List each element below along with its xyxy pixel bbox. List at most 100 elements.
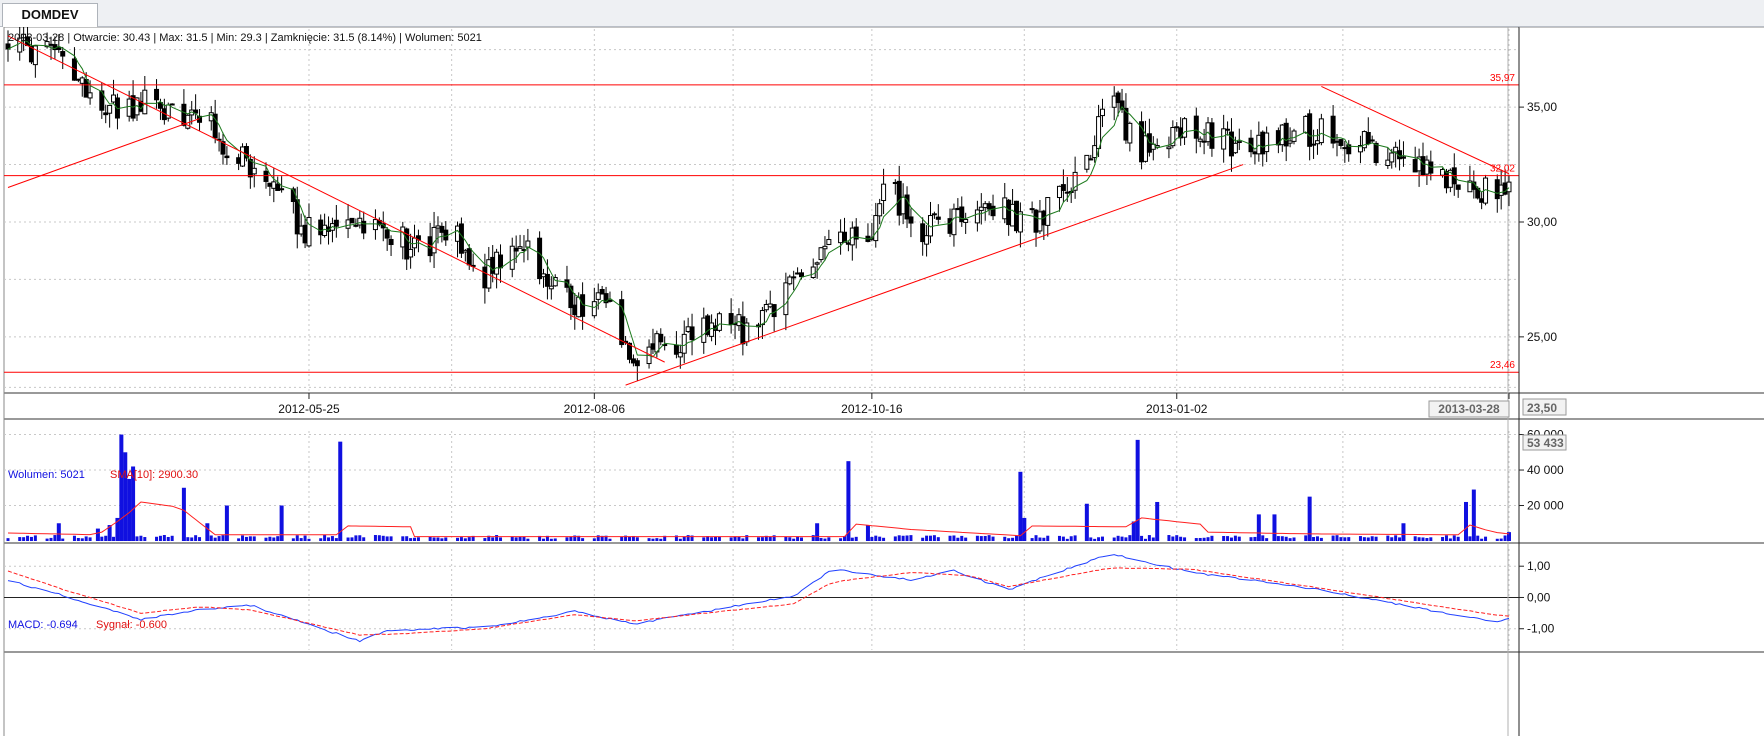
candle — [1119, 88, 1125, 113]
candle — [517, 234, 523, 249]
trendline — [7, 35, 665, 363]
candle-body-down — [920, 223, 926, 243]
candle — [1393, 141, 1399, 168]
candle — [826, 229, 832, 246]
volume-bar — [190, 537, 194, 541]
candle — [455, 221, 461, 258]
volume-bar — [784, 536, 788, 541]
candle — [142, 76, 148, 115]
volume-bar — [1358, 536, 1362, 541]
candle-body-down — [1006, 199, 1012, 226]
candle — [498, 244, 504, 283]
candle-body-up — [1389, 152, 1395, 163]
volume-bar — [95, 528, 100, 541]
candle — [357, 210, 363, 229]
stock-chart[interactable]: 35,97 32,02 23,46 35,00 30,00 25,00 23,50 2012… — [0, 27, 1764, 736]
candle — [607, 291, 613, 303]
candle-body-down — [572, 304, 578, 316]
volume-bar — [1335, 535, 1339, 541]
volume-bar — [542, 538, 546, 541]
volume-bar — [870, 536, 874, 541]
volume-bar — [1140, 535, 1144, 541]
volume-bar — [471, 535, 475, 541]
candle — [619, 290, 625, 348]
candle — [1174, 122, 1180, 132]
volume-bar — [768, 536, 772, 541]
volume-bar — [686, 535, 690, 541]
volume-bar — [948, 535, 952, 541]
candle — [1252, 150, 1258, 165]
volume-bar — [577, 535, 581, 541]
volume-bar — [952, 535, 956, 541]
volume-bar — [354, 535, 358, 541]
level-label: 35,97 — [1490, 73, 1515, 84]
volume-bar — [459, 537, 463, 541]
candle-body-down — [740, 316, 746, 345]
candle — [372, 209, 378, 240]
volume-bar — [1124, 537, 1128, 541]
volume-bar — [569, 536, 573, 541]
candle — [810, 258, 816, 279]
volume-bar — [413, 537, 417, 541]
candle-body-up — [1127, 122, 1133, 144]
candle — [1127, 121, 1133, 152]
macd-axis-label: 1,00 — [1527, 559, 1551, 573]
candle — [1307, 109, 1313, 161]
volume-bar — [6, 538, 10, 541]
volume-bar — [456, 537, 460, 541]
candle-body-up — [877, 203, 883, 217]
candle — [1139, 111, 1145, 170]
candle-body-up — [548, 285, 554, 290]
candle-body-up — [1264, 132, 1270, 153]
volume-bar — [213, 537, 217, 541]
volume-bar — [729, 537, 733, 541]
tab-domdev[interactable]: DOMDEV — [2, 3, 98, 27]
volume-bar — [112, 536, 116, 541]
volume-bar — [1292, 537, 1296, 541]
candle-body-down — [537, 237, 543, 280]
candle — [873, 202, 879, 248]
candle-body-down — [458, 223, 464, 254]
trendline — [7, 118, 200, 188]
volume-bar — [115, 517, 120, 541]
volume-bar — [61, 538, 65, 541]
volume-bar — [1046, 535, 1050, 541]
macd-axis-label: 0,00 — [1527, 590, 1551, 604]
candle — [1060, 169, 1066, 203]
volume-bar — [741, 538, 745, 541]
volume-bar — [1401, 523, 1406, 541]
candle-body-down — [1400, 156, 1406, 159]
candle — [1182, 117, 1188, 145]
candle — [509, 237, 515, 278]
candle — [1416, 148, 1422, 187]
candle-body-down — [263, 170, 269, 182]
volume-bar — [291, 538, 295, 541]
volume-bar — [1444, 535, 1448, 541]
candle-body-down — [247, 158, 253, 178]
candle-body-down — [544, 273, 550, 287]
candle — [154, 79, 160, 109]
candle-body-up — [1279, 124, 1285, 146]
candle — [865, 223, 871, 243]
candle — [1045, 197, 1051, 237]
volume-bar — [1347, 537, 1351, 541]
candle — [56, 34, 62, 53]
candle — [388, 235, 394, 257]
volume-bar — [346, 537, 350, 541]
candle — [470, 253, 476, 272]
candle-body-down — [181, 103, 187, 126]
candle-body-down — [1088, 158, 1094, 161]
candle — [279, 176, 285, 193]
candle-body-up — [271, 181, 277, 189]
volume-bar — [1018, 471, 1023, 541]
candle-body-up — [873, 215, 879, 242]
volume-bar — [1417, 537, 1421, 541]
candle — [333, 205, 339, 238]
volume-bar — [158, 535, 162, 541]
candle-body-up — [1182, 118, 1188, 138]
candle-body-down — [103, 112, 109, 116]
candle-body-up — [1056, 185, 1062, 199]
volume-bar — [389, 536, 393, 541]
volume-bar — [1135, 439, 1140, 541]
volume-bar — [76, 537, 80, 541]
